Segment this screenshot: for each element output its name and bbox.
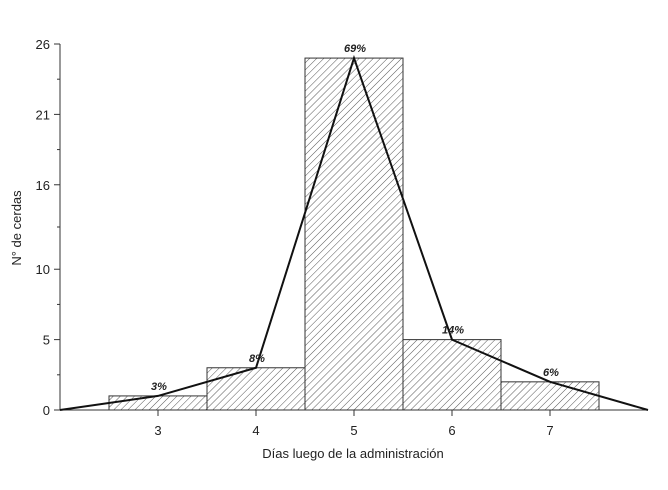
y-tick-label-5: 5 (43, 333, 50, 348)
data-label-day-5: 69% (344, 43, 366, 55)
x-tick-label-7: 7 (546, 423, 553, 438)
x-tick-label-4: 4 (252, 423, 259, 438)
x-axis-title: Días luego de la administración (262, 446, 443, 461)
x-tick-label-3: 3 (154, 423, 161, 438)
bar-day-6 (402, 339, 502, 411)
data-label-day-4: 8% (249, 353, 265, 365)
bar-day-7 (500, 381, 600, 411)
data-label-day-3: 3% (151, 381, 167, 393)
x-tick-label-6: 6 (448, 423, 455, 438)
y-tick-label-0: 0 (43, 403, 50, 418)
y-tick-label-21: 21 (36, 107, 50, 122)
bar-day-3 (108, 395, 208, 411)
data-label-day-7: 6% (543, 367, 559, 379)
y-axis-title: N° de cerdas (9, 190, 24, 266)
x-tick-label-5: 5 (350, 423, 357, 438)
y-tick-label-10: 10 (36, 262, 50, 277)
y-tick-label-16: 16 (36, 178, 50, 193)
bar-day-4 (206, 367, 306, 411)
frequency-polygon-line (59, 54, 649, 411)
bar-day-5 (304, 57, 404, 411)
data-label-day-6: 14% (442, 325, 464, 337)
y-tick-label-26: 26 (36, 37, 50, 52)
